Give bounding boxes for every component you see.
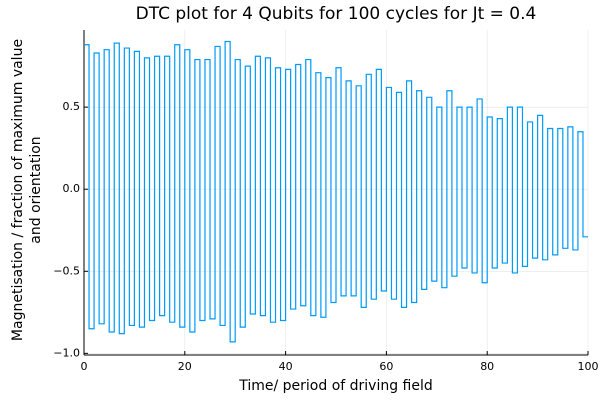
y-axis-label: and orientation	[28, 136, 44, 243]
chart-title: DTC plot for 4 Qubits for 100 cycles for…	[136, 4, 537, 24]
step-line	[84, 40, 588, 343]
x-tick-label: 60	[379, 360, 393, 373]
x-tick-label: 40	[279, 360, 293, 373]
x-tick-label: 100	[578, 360, 599, 373]
y-tick-label: 0.0	[63, 182, 81, 195]
x-tick-label: 0	[81, 360, 88, 373]
y-axis-label: Magnetisation / fraction of maximum valu…	[10, 39, 26, 341]
y-tick-label: −0.5	[53, 264, 80, 277]
x-axis-label: Time/ period of driving field	[238, 378, 433, 394]
y-tick-label: −1.0	[53, 346, 80, 359]
x-tick-label: 20	[178, 360, 192, 373]
y-tick-label: 0.5	[63, 100, 81, 113]
x-tick-label: 80	[480, 360, 494, 373]
